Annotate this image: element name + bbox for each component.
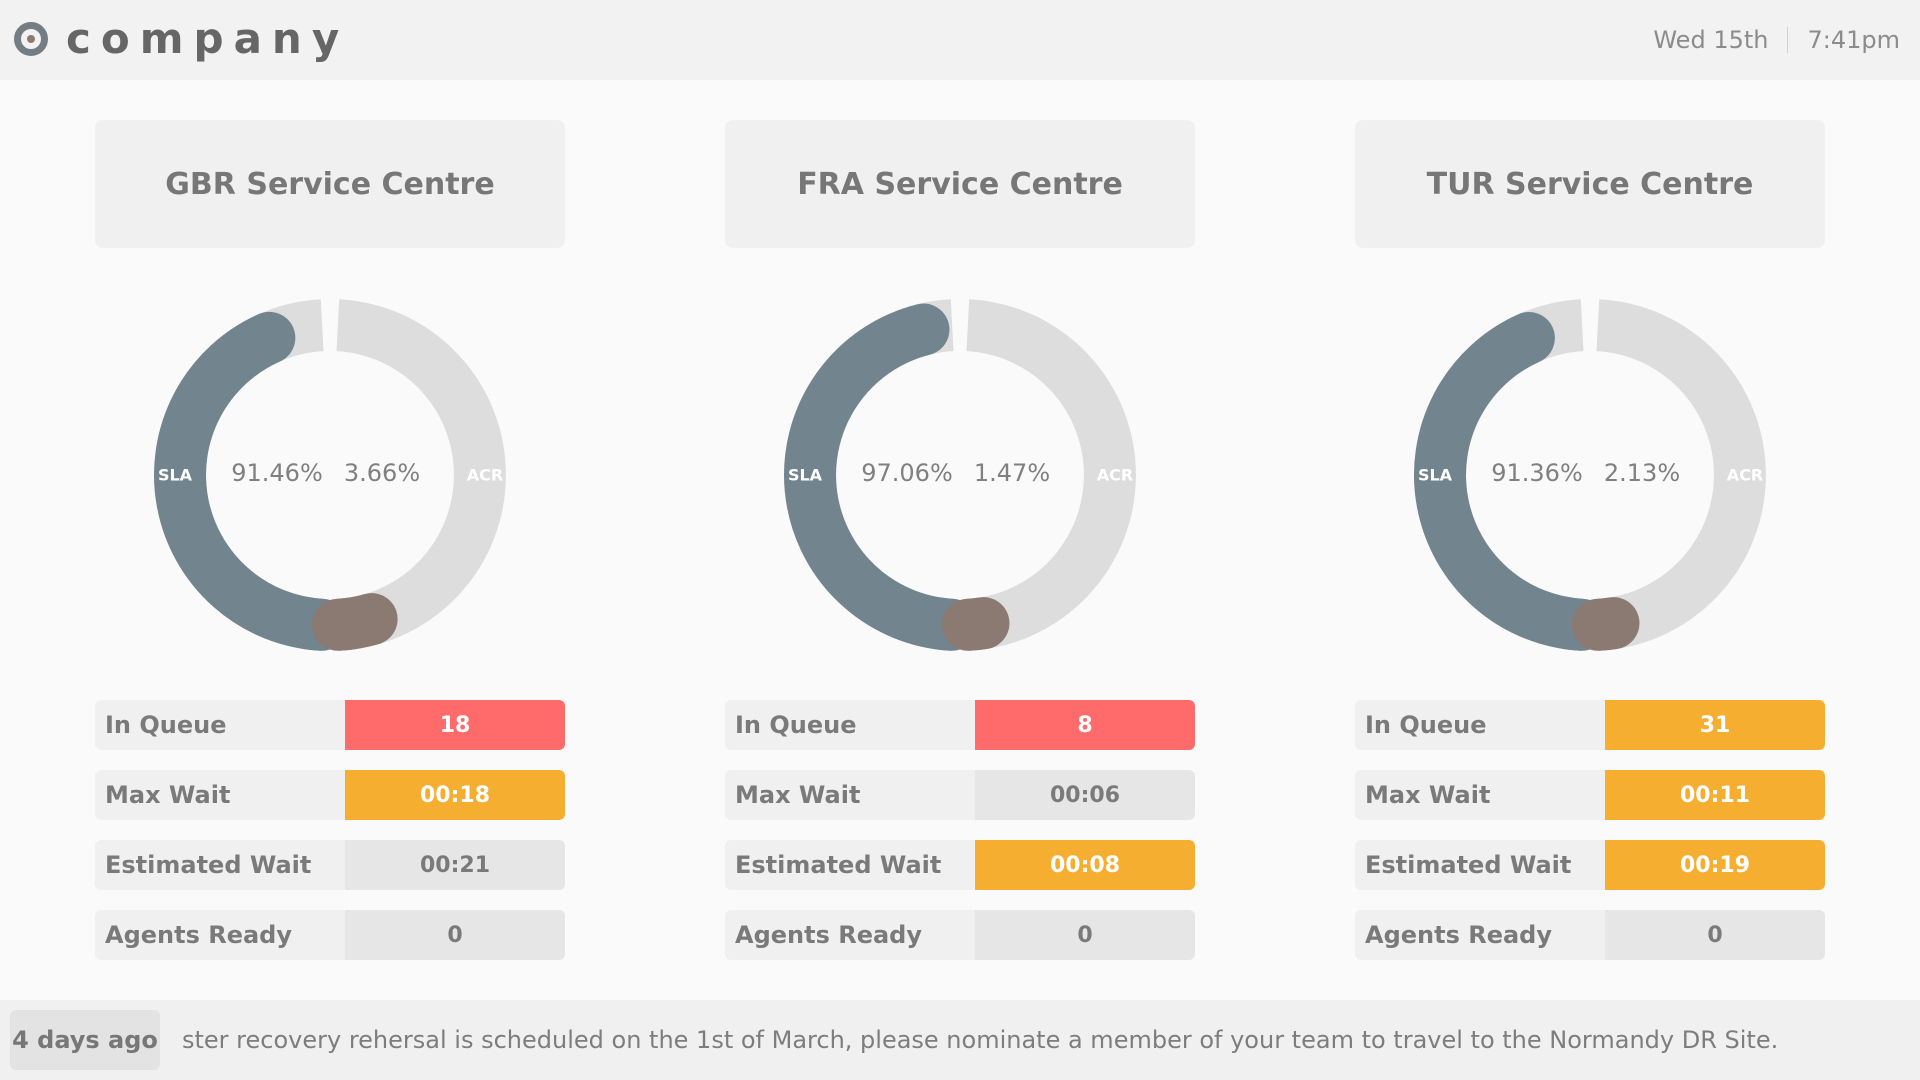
panel-title: GBR Service Centre: [95, 120, 565, 248]
stat-value: 0: [345, 910, 565, 960]
date-time: Wed 15th 7:41pm: [1653, 26, 1900, 54]
stat-row-in-queue: In Queue 18: [95, 700, 565, 750]
stat-value: 18: [345, 700, 565, 750]
stat-row-estimated-wait: Estimated Wait 00:21: [95, 840, 565, 890]
current-time: 7:41pm: [1807, 26, 1900, 54]
stat-label: Max Wait: [725, 770, 975, 820]
message-age-badge: 4 days ago: [10, 1010, 160, 1070]
acr-label: ACR: [466, 465, 504, 485]
stat-label: In Queue: [1355, 700, 1605, 750]
stat-value: 00:18: [345, 770, 565, 820]
service-centre-panel: FRA Service Centre SLA ACR 97.06% 1.47% …: [725, 120, 1195, 960]
stat-row-max-wait: Max Wait 00:06: [725, 770, 1195, 820]
stat-row-in-queue: In Queue 8: [725, 700, 1195, 750]
sla-arc: [154, 311, 349, 651]
stat-label: Agents Ready: [1355, 910, 1605, 960]
acr-arc-base: [966, 597, 988, 651]
stat-value: 31: [1605, 700, 1825, 750]
acr-label: ACR: [1096, 465, 1134, 485]
current-date: Wed 15th: [1653, 26, 1769, 54]
stat-label: Agents Ready: [95, 910, 345, 960]
stat-row-max-wait: Max Wait 00:11: [1355, 770, 1825, 820]
stat-row-agents-ready: Agents Ready 0: [95, 910, 565, 960]
sla-value: 97.06%: [861, 459, 953, 487]
donut-svg: [1414, 299, 1766, 651]
top-bar: company Wed 15th 7:41pm: [0, 0, 1920, 80]
stats-table: In Queue 8 Max Wait 00:06 Estimated Wait…: [725, 700, 1195, 980]
acr-track-arc: [336, 299, 506, 651]
panel-title: TUR Service Centre: [1355, 120, 1825, 248]
sla-label: SLA: [157, 465, 193, 485]
sla-acr-donut: SLA ACR 91.36% 2.13%: [1410, 295, 1770, 655]
stat-label: Max Wait: [95, 770, 345, 820]
stat-row-agents-ready: Agents Ready 0: [1355, 910, 1825, 960]
stat-row-in-queue: In Queue 31: [1355, 700, 1825, 750]
clock-divider: [1787, 27, 1789, 53]
stat-label: Estimated Wait: [1355, 840, 1605, 890]
acr-arc-base: [1596, 597, 1618, 651]
donut-svg: [154, 299, 506, 651]
stat-row-max-wait: Max Wait 00:18: [95, 770, 565, 820]
news-ticker-bar: 4 days ago ster recovery rehersal is sch…: [0, 1000, 1920, 1080]
stat-value: 0: [1605, 910, 1825, 960]
ticker-message: ster recovery rehersal is scheduled on t…: [182, 1026, 1779, 1054]
stat-value: 00:06: [975, 770, 1195, 820]
sla-acr-donut: SLA ACR 97.06% 1.47%: [780, 295, 1140, 655]
acr-value: 1.47%: [973, 459, 1051, 487]
panel-title: FRA Service Centre: [725, 120, 1195, 248]
brand-name: company: [66, 14, 350, 63]
acr-arc-base: [336, 597, 358, 651]
donut-svg: [784, 299, 1136, 651]
service-centre-panel: GBR Service Centre SLA ACR 91.46% 3.66% …: [95, 120, 565, 960]
acr-track-arc: [966, 299, 1136, 651]
stat-label: Agents Ready: [725, 910, 975, 960]
stat-label: In Queue: [725, 700, 975, 750]
company-logo: company: [14, 18, 349, 60]
sla-label: SLA: [1417, 465, 1453, 485]
sla-value: 91.36%: [1491, 459, 1583, 487]
stat-label: Estimated Wait: [95, 840, 345, 890]
stat-row-estimated-wait: Estimated Wait 00:08: [725, 840, 1195, 890]
sla-arc: [784, 303, 979, 651]
service-centre-panel: TUR Service Centre SLA ACR 91.36% 2.13% …: [1355, 120, 1825, 960]
acr-label: ACR: [1726, 465, 1764, 485]
stats-table: In Queue 31 Max Wait 00:11 Estimated Wai…: [1355, 700, 1825, 980]
sla-value: 91.46%: [231, 459, 323, 487]
stat-value: 00:19: [1605, 840, 1825, 890]
acr-track-arc: [1596, 299, 1766, 651]
acr-value: 2.13%: [1603, 459, 1681, 487]
stat-value: 8: [975, 700, 1195, 750]
stat-row-estimated-wait: Estimated Wait 00:19: [1355, 840, 1825, 890]
stats-table: In Queue 18 Max Wait 00:18 Estimated Wai…: [95, 700, 565, 980]
stat-value: 00:21: [345, 840, 565, 890]
acr-value: 3.66%: [343, 459, 421, 487]
stat-row-agents-ready: Agents Ready 0: [725, 910, 1195, 960]
company-logo-icon: [14, 22, 48, 56]
stat-value: 00:08: [975, 840, 1195, 890]
stat-label: Max Wait: [1355, 770, 1605, 820]
stat-label: Estimated Wait: [725, 840, 975, 890]
sla-acr-donut: SLA ACR 91.46% 3.66%: [150, 295, 510, 655]
sla-label: SLA: [787, 465, 823, 485]
sla-arc: [1414, 312, 1609, 651]
stat-value: 0: [975, 910, 1195, 960]
stat-value: 00:11: [1605, 770, 1825, 820]
stat-label: In Queue: [95, 700, 345, 750]
